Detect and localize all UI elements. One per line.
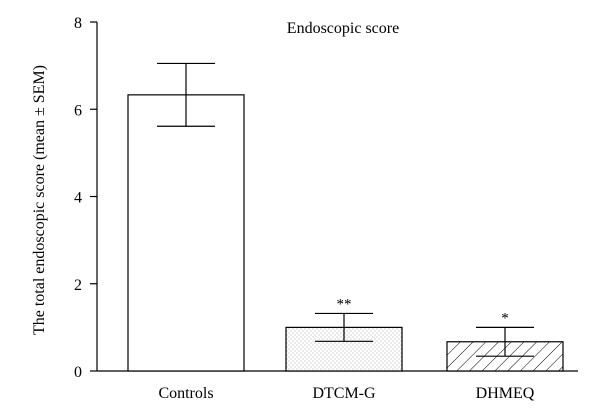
y-tick-label: 2 [74, 277, 82, 294]
y-tick-label: 6 [74, 102, 82, 119]
y-axis-label: The total endoscopic score (mean ± SEM) [31, 65, 48, 335]
significance-marker: ** [337, 296, 352, 312]
significance-marker: * [501, 310, 509, 326]
chart-title: Endoscopic score [287, 20, 399, 37]
y-tick-label: 8 [74, 15, 82, 32]
x-category-label: DHMEQ [476, 385, 535, 402]
x-category-label: DTCM-G [312, 385, 376, 402]
y-tick-label: 4 [74, 190, 82, 207]
y-tick-label: 0 [74, 364, 82, 381]
x-category-label: Controls [158, 385, 213, 402]
bar-controls [127, 94, 245, 372]
y-axis-ticks: 0 2 4 6 8 [74, 15, 97, 381]
bars-group: Controls DTCM-G ** DHMEQ * [127, 62, 564, 402]
